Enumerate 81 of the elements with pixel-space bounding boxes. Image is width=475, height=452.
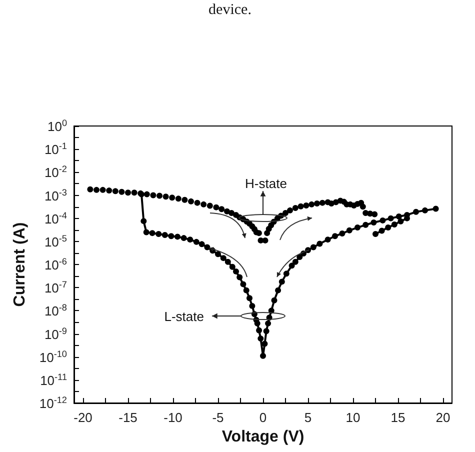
point [193, 238, 200, 245]
point [354, 224, 360, 231]
point [143, 229, 150, 236]
point [316, 240, 323, 247]
y-tick-label: 10$^{-4}$ [44, 210, 67, 226]
point [215, 251, 221, 258]
y-tick-label: 10$^{-7}$ [44, 280, 67, 296]
point [292, 258, 298, 265]
point [372, 230, 378, 237]
point [324, 236, 331, 243]
point [385, 224, 392, 231]
x-tick-label: -15 [118, 410, 138, 425]
point [168, 233, 174, 240]
x-tick-label: 15 [390, 410, 406, 425]
point [339, 230, 346, 237]
point [156, 230, 162, 237]
point [258, 336, 264, 342]
point [263, 328, 270, 334]
point [432, 206, 439, 212]
point [246, 295, 252, 302]
point [346, 227, 352, 234]
y-tick-label: 10$^{-1}$ [44, 141, 67, 158]
point [262, 340, 268, 347]
point [229, 264, 236, 270]
text: device. [208, 2, 252, 18]
point [275, 287, 282, 294]
point [391, 222, 398, 228]
point [396, 214, 402, 220]
point [140, 218, 147, 224]
point [174, 234, 180, 240]
y-tick-label: 10$^{-5}$ [44, 233, 67, 250]
point [236, 274, 243, 280]
point [162, 232, 168, 238]
point [378, 228, 385, 234]
y-tick-label: 10$^{-6}$ [44, 256, 67, 272]
point [271, 297, 278, 304]
x-axis-title: Voltage (V) [222, 428, 304, 446]
x-tick-label: 0 [259, 410, 267, 425]
point [265, 320, 272, 326]
point [187, 236, 194, 243]
point [370, 220, 377, 226]
x-tick-label: 5 [304, 410, 312, 425]
point [220, 255, 226, 262]
y-tick-label: 10$^{-10}$ [39, 348, 67, 365]
x-tick-label: 10 [346, 410, 360, 425]
x-tick-label: -5 [212, 410, 224, 425]
point [224, 258, 231, 265]
point [240, 281, 246, 288]
x-tick-label: 20 [436, 410, 450, 425]
y-axis-title: Current (A) [12, 222, 28, 307]
point [283, 270, 290, 277]
point [413, 208, 419, 215]
point [398, 218, 404, 224]
y-tick-label: 10$^{-2}$ [44, 164, 67, 180]
point [256, 327, 262, 334]
point [388, 215, 394, 222]
y-tick-label: 10$^{-9}$ [44, 326, 67, 342]
point [198, 241, 205, 248]
point [362, 222, 369, 228]
point [249, 302, 256, 309]
point [310, 244, 316, 250]
y-tick-label: 10$^{-11}$ [40, 372, 67, 388]
point [380, 217, 386, 224]
y-tick-label: 10$^{-8}$ [44, 302, 67, 319]
x-tick-label: -10 [164, 410, 182, 425]
annotation: H-state [245, 176, 287, 191]
annotation: L-state [164, 309, 204, 324]
point [180, 235, 187, 242]
point [332, 233, 338, 240]
point [288, 262, 295, 269]
point [149, 230, 156, 236]
point [204, 244, 210, 250]
point [233, 268, 239, 274]
point [243, 287, 250, 294]
y-tick-label: 10$^{-12}$ [39, 395, 67, 411]
point [260, 352, 266, 359]
y-tick-label: 10$^{-3}$ [44, 187, 67, 204]
y-tick-label: 10$^{0}$ [47, 118, 67, 134]
point [422, 207, 428, 214]
x-tick-label: -20 [74, 410, 92, 425]
point [278, 278, 285, 285]
